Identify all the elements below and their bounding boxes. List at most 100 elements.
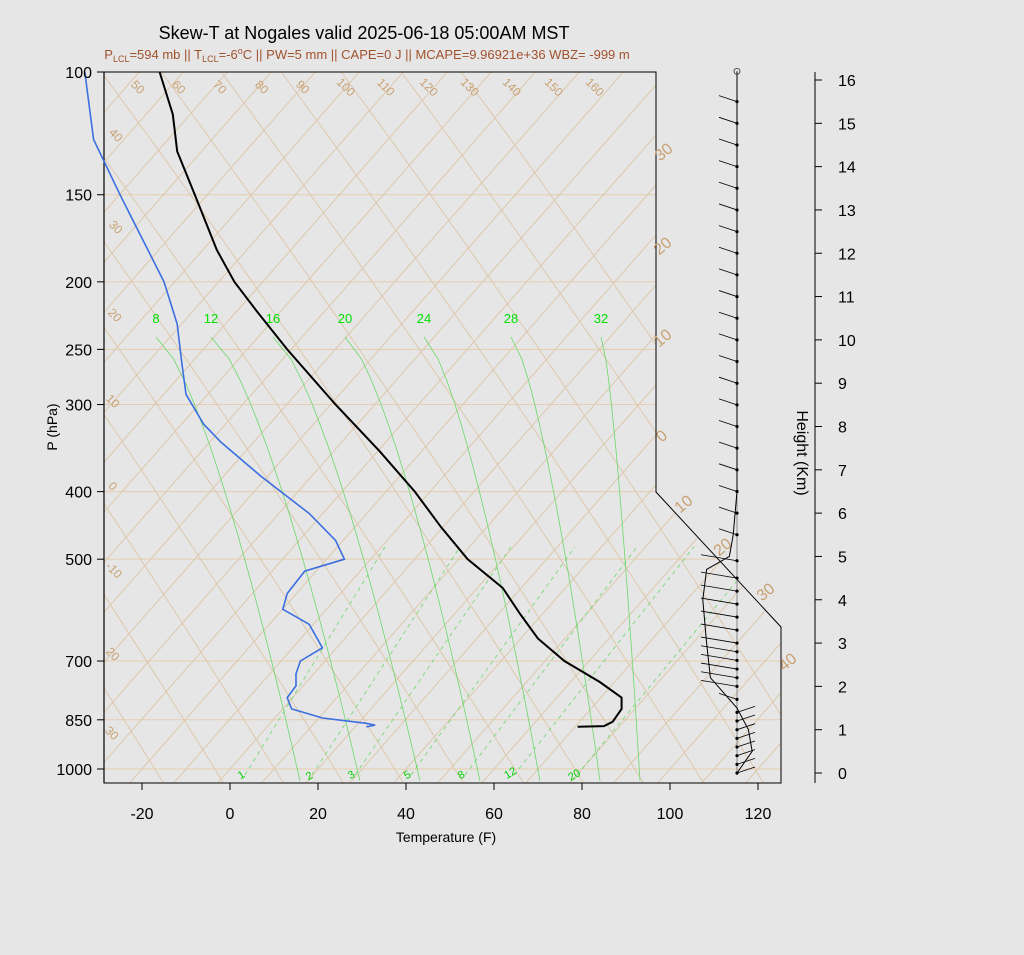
chart-subtitle: PLCL=594 mb || TLCL=-6oC || PW=5 mm || C… <box>104 46 629 64</box>
isotherm-line <box>524 72 781 783</box>
wind-barb-dot <box>735 251 739 255</box>
temperature-axis: -20 0 20 40 60 80 100 120 <box>130 783 771 823</box>
wind-barb <box>700 571 738 579</box>
wind-barb <box>718 463 738 471</box>
isotherm-label-top: 160 <box>583 75 607 99</box>
subtitle-plcl-value: =594 mb || T <box>129 47 202 62</box>
mixing-ratio-label-top: 16 <box>266 311 280 326</box>
wind-barb-dot <box>735 754 739 758</box>
isotherm-label-top: 70 <box>210 77 230 97</box>
isotherm-label-top: 140 <box>500 75 524 99</box>
wind-barb-dot <box>735 186 739 190</box>
height-tick-label: 8 <box>838 420 847 437</box>
dry-adiabat-line <box>400 72 781 783</box>
wind-barb-dot <box>735 745 739 749</box>
wind-barb-dot <box>735 589 739 593</box>
wind-barb <box>700 584 738 592</box>
wind-barb-dot <box>735 728 739 732</box>
x-tick-label: 0 <box>226 806 235 823</box>
isotherm-label-top: 80 <box>252 77 272 97</box>
height-tick-label: 5 <box>838 549 847 566</box>
dry-adiabat-line <box>104 72 525 783</box>
isotherm-line <box>348 72 781 783</box>
isotherm-label-left: 20 <box>105 305 125 325</box>
subtitle-tlcl-sub: LCL <box>202 54 219 64</box>
wind-barb-dot <box>735 533 739 537</box>
isotherm-line <box>965 72 1024 784</box>
isotherm-line <box>0 72 7 784</box>
dewpoint-profile-line <box>84 71 376 728</box>
isotherm-labels: 50 60 70 80 90 100 110 120 130 140 150 160403020100… <box>102 75 607 743</box>
wind-barb-dot <box>735 602 739 606</box>
isotherm-line <box>260 72 781 783</box>
x-tick-label: 120 <box>745 806 772 823</box>
isotherm-line <box>104 72 140 783</box>
wind-barb <box>736 766 756 774</box>
isotherm-line <box>128 72 756 783</box>
height-tick-label: 1 <box>838 723 847 740</box>
height-tick-label: 2 <box>838 679 847 696</box>
wind-barb-dot <box>735 100 739 104</box>
isotherm-line <box>744 72 781 783</box>
isotherm-line <box>104 72 448 783</box>
p-tick-label: 200 <box>65 275 92 292</box>
height-tick-label: 14 <box>838 160 856 177</box>
chart-title: Skew-T at Nogales valid 2025-06-18 05:00… <box>159 23 570 43</box>
wind-barb-dot <box>735 338 739 342</box>
isotherm-line <box>656 72 781 783</box>
isotherm-line <box>1009 72 1024 784</box>
wind-barb <box>718 246 738 254</box>
wind-barb-dot <box>735 359 739 364</box>
isotherm-line <box>104 72 536 783</box>
mixing-ratio-label-top: 12 <box>204 311 218 326</box>
moist-adiabat-line <box>210 336 361 781</box>
isotherm-label-left: -10 <box>103 559 125 581</box>
wind-barb <box>718 528 738 536</box>
wind-barb-dot <box>735 511 739 515</box>
dry-adiabat-line <box>0 72 44 784</box>
height-tick-label: 9 <box>838 376 847 393</box>
wind-barb <box>718 203 738 211</box>
wind-barb <box>700 554 738 562</box>
isotherm-label-top: 120 <box>417 75 441 99</box>
isotherm-line <box>921 72 1024 784</box>
dry-adiabat-line <box>280 72 765 783</box>
wind-barb <box>736 714 756 722</box>
height-tick-label: 10 <box>838 333 856 350</box>
wind-barb <box>718 355 738 362</box>
moist-adiabat-line <box>600 336 641 781</box>
isotherm-line <box>612 72 781 783</box>
wind-barb <box>700 623 738 631</box>
wind-barb-dot <box>735 710 739 714</box>
wind-barb-dot <box>735 628 739 632</box>
wind-barb <box>718 268 738 276</box>
mixing-ratio-line <box>576 546 766 776</box>
height-tick-label: 6 <box>838 506 847 523</box>
wind-barb-dot <box>735 489 739 494</box>
wind-barb <box>718 225 738 232</box>
mixing-ratio-label-bottom: 12 <box>502 765 519 782</box>
wind-barb <box>700 597 738 605</box>
wind-barbs <box>700 67 756 775</box>
height-tick-label: 7 <box>838 463 847 480</box>
p-tick-label: 250 <box>65 342 92 359</box>
height-tick-label: 4 <box>838 593 847 610</box>
wind-barb-dot <box>735 403 739 407</box>
isotherm-line <box>700 72 781 783</box>
wind-barb-dot <box>735 736 739 740</box>
moist-adiabat-line <box>423 336 541 781</box>
calm-wind-circle <box>733 67 741 75</box>
y-axis-label: P (hPa) <box>44 403 60 450</box>
height-tick-label: 16 <box>838 73 856 90</box>
wind-barb <box>718 376 738 384</box>
moist-adiabat-line <box>155 336 301 781</box>
background-grid <box>0 72 1024 784</box>
x-tick-label: 80 <box>573 806 591 823</box>
wind-barb-dot <box>735 650 739 654</box>
wind-barb <box>718 290 738 297</box>
wind-barb-dot <box>735 615 739 619</box>
isotherm-line <box>104 72 580 783</box>
height-axis-label: Height (Km) <box>793 410 810 495</box>
